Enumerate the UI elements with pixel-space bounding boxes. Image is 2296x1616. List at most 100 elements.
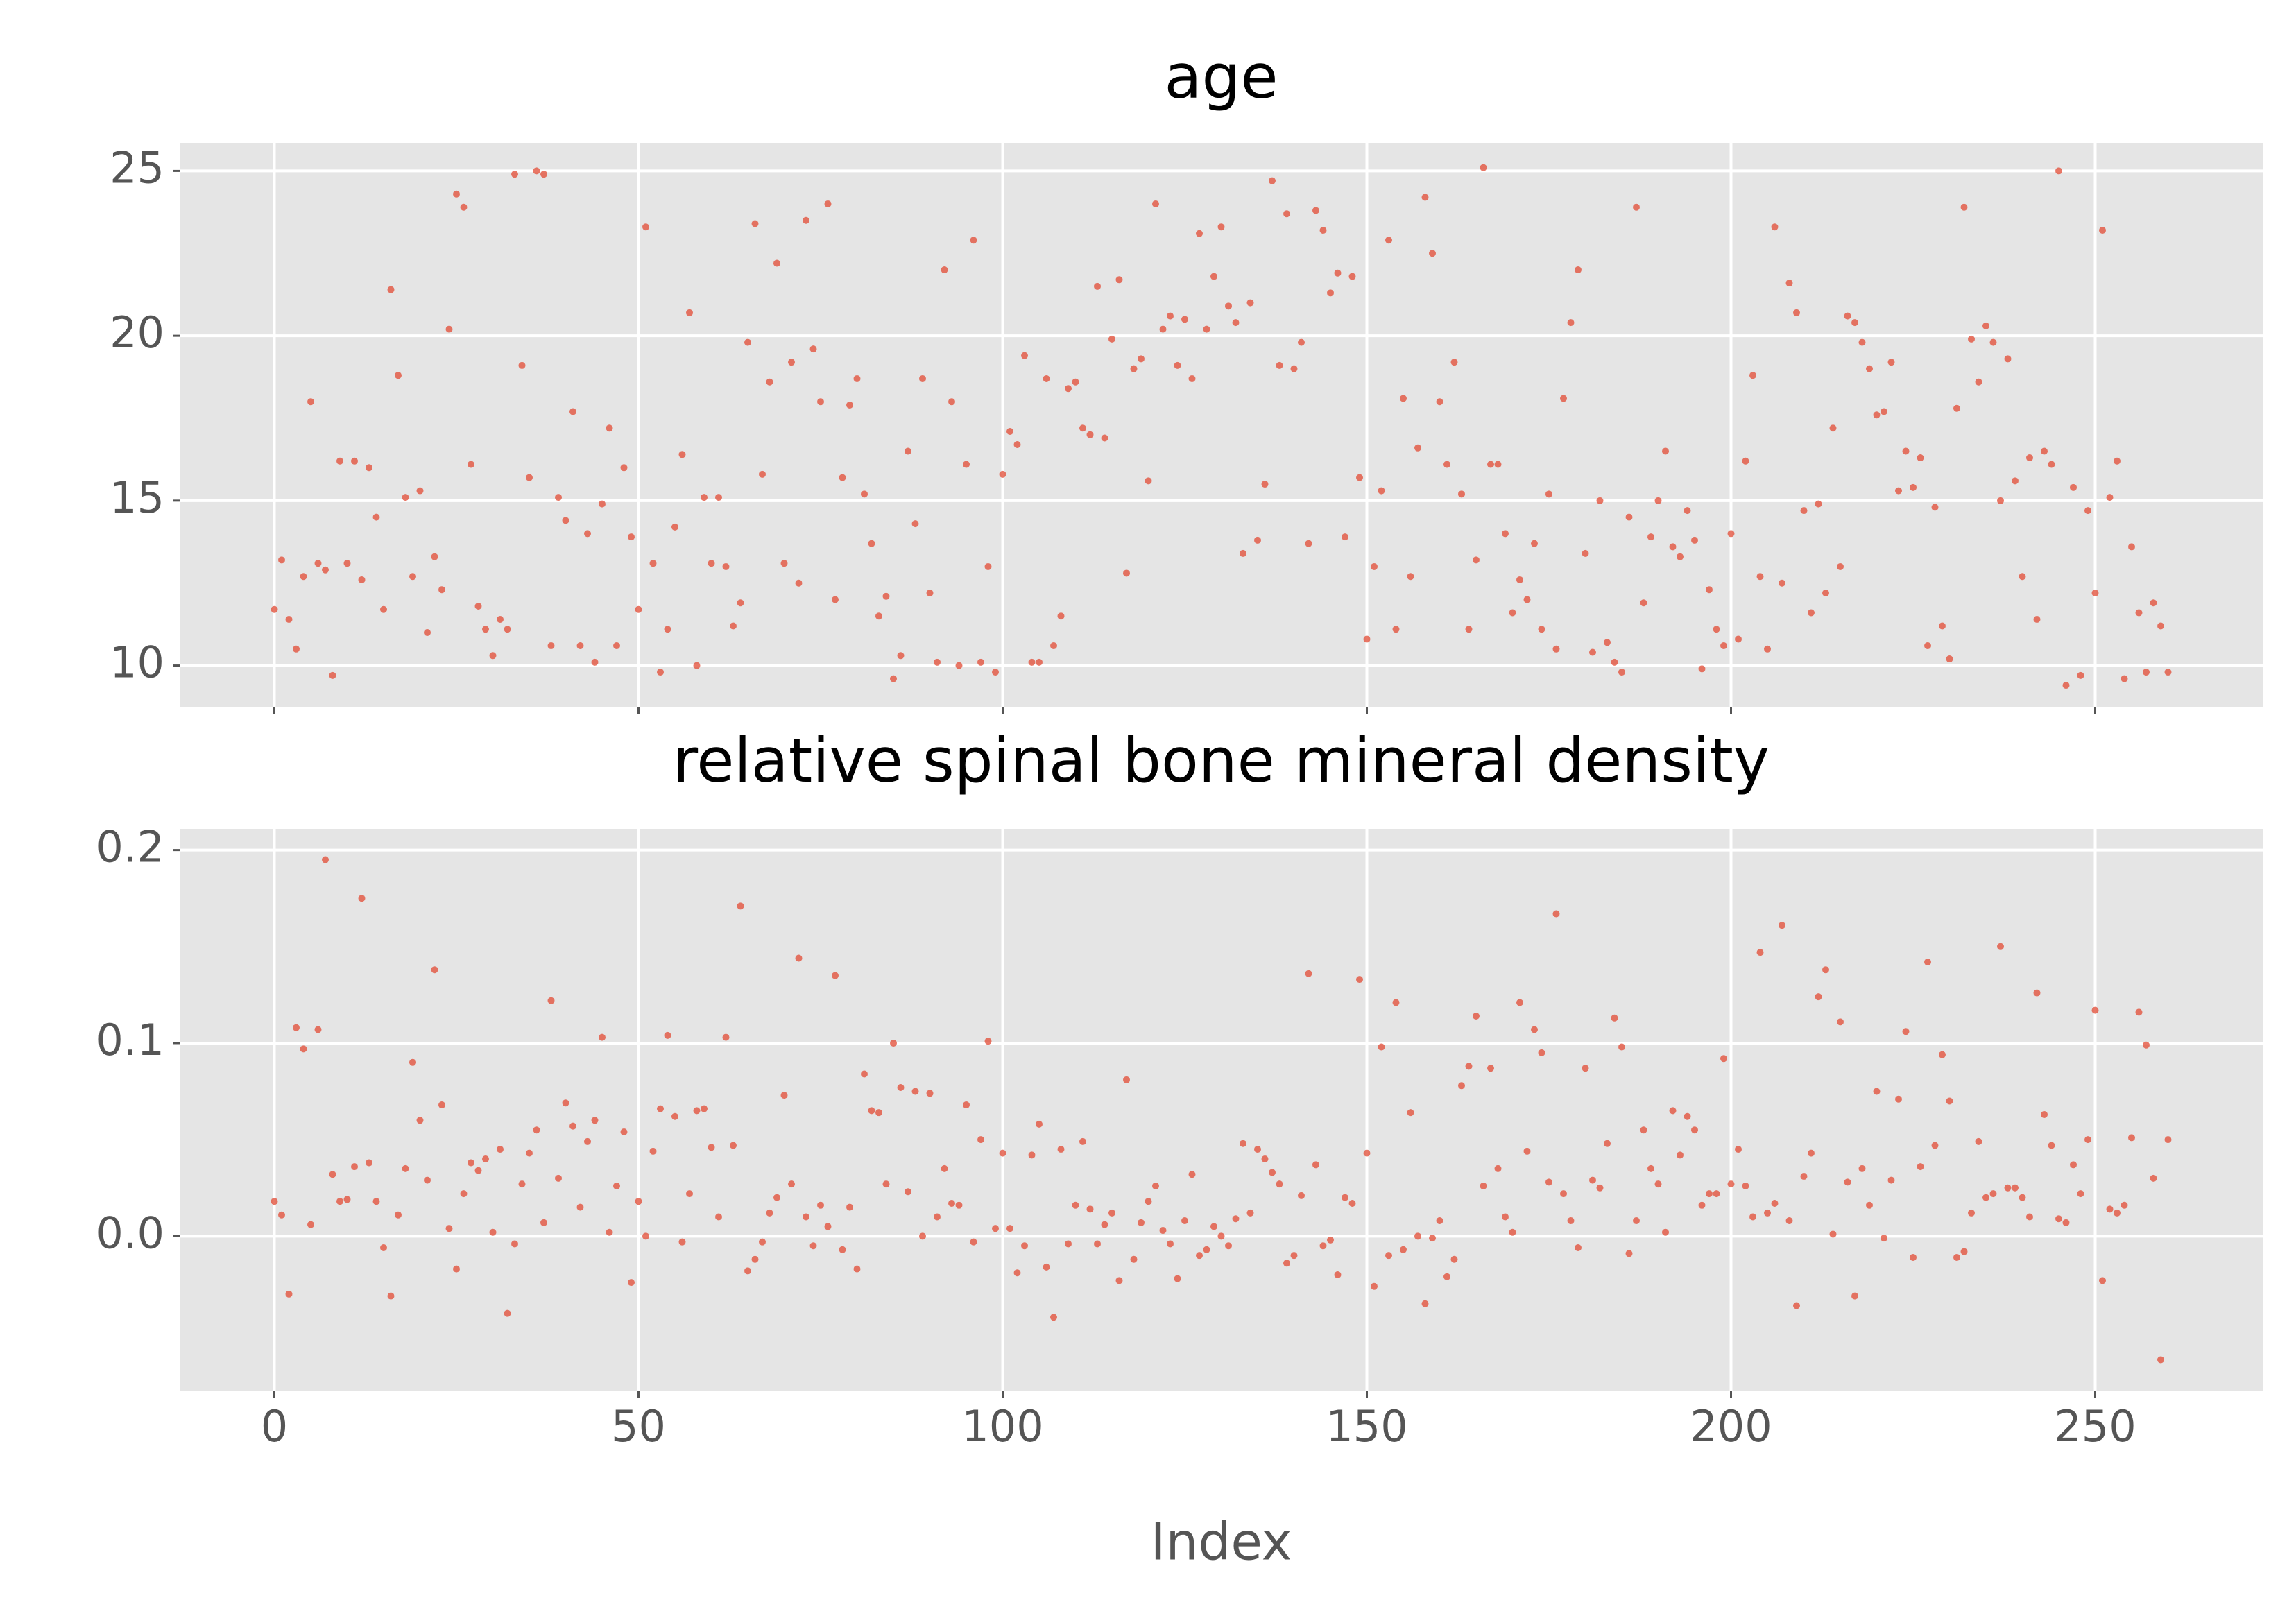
point xyxy=(664,626,671,633)
point xyxy=(2033,616,2041,624)
x-tick-label: 50 xyxy=(611,1401,666,1452)
point xyxy=(1946,1097,1953,1105)
point xyxy=(1785,1217,1793,1225)
point xyxy=(584,1137,591,1145)
point xyxy=(489,652,497,660)
point xyxy=(999,1149,1006,1157)
point xyxy=(1910,1253,1917,1261)
point xyxy=(649,1147,657,1155)
point xyxy=(322,566,329,574)
point xyxy=(1298,1192,1305,1199)
point xyxy=(1443,1273,1450,1280)
point xyxy=(875,1109,882,1117)
point xyxy=(599,1033,606,1041)
point xyxy=(722,562,730,570)
point xyxy=(693,662,701,669)
point xyxy=(693,1107,701,1115)
point xyxy=(882,592,890,600)
point xyxy=(1225,1242,1232,1250)
point xyxy=(300,1045,307,1053)
point xyxy=(293,1024,300,1031)
point xyxy=(1429,1235,1436,1242)
point xyxy=(620,1128,628,1136)
point xyxy=(591,658,599,666)
point xyxy=(1771,223,1779,231)
point xyxy=(1283,1260,1290,1267)
point xyxy=(285,1290,293,1298)
point xyxy=(977,658,984,666)
point xyxy=(1108,1209,1115,1217)
point xyxy=(1494,1164,1502,1172)
point xyxy=(1713,1190,1720,1198)
point xyxy=(1844,1178,1851,1186)
point xyxy=(1902,1028,1910,1035)
x-tick-label: 0 xyxy=(261,1401,288,1452)
point xyxy=(2121,1201,2128,1209)
point xyxy=(1261,1155,1269,1162)
point xyxy=(1684,1112,1691,1120)
point xyxy=(271,1198,278,1205)
point xyxy=(861,490,868,498)
point xyxy=(934,658,941,666)
point xyxy=(1094,282,1101,290)
point xyxy=(1647,533,1654,541)
point xyxy=(861,1070,868,1078)
point xyxy=(715,494,722,501)
point xyxy=(1735,635,1742,643)
point xyxy=(2062,1219,2070,1226)
point xyxy=(1545,490,1552,498)
point xyxy=(1115,1277,1123,1284)
point xyxy=(1458,1082,1465,1090)
point xyxy=(832,596,839,603)
point xyxy=(533,1126,540,1134)
point xyxy=(2143,1041,2150,1049)
point xyxy=(1677,553,1684,560)
point xyxy=(2099,226,2106,234)
point xyxy=(409,1058,416,1066)
point xyxy=(2070,483,2077,491)
point xyxy=(1305,540,1312,547)
point xyxy=(642,223,649,231)
point xyxy=(395,1211,402,1219)
point xyxy=(1727,530,1735,538)
point xyxy=(431,553,438,560)
point xyxy=(1319,226,1327,234)
point xyxy=(569,1122,576,1130)
point xyxy=(1968,1209,1975,1217)
point xyxy=(882,1180,890,1188)
point xyxy=(1385,1252,1392,1260)
y-tick-label: 10 xyxy=(110,637,164,688)
y-tick-label: 15 xyxy=(110,472,164,523)
point xyxy=(1779,579,1785,587)
point xyxy=(1545,1178,1552,1186)
point xyxy=(1822,966,1829,974)
point xyxy=(1829,424,1837,432)
point xyxy=(1633,203,1640,211)
point xyxy=(941,266,948,274)
point xyxy=(2033,989,2041,997)
point xyxy=(1516,576,1523,583)
point xyxy=(555,494,562,501)
point xyxy=(402,1164,409,1172)
point xyxy=(1771,1200,1779,1207)
point xyxy=(1450,359,1458,366)
point xyxy=(1844,312,1851,320)
point xyxy=(766,1209,773,1217)
y-tick-label: 25 xyxy=(110,143,164,194)
point xyxy=(1887,359,1895,366)
point xyxy=(1793,1302,1800,1309)
point xyxy=(2157,622,2164,630)
point xyxy=(1407,573,1414,581)
point xyxy=(584,530,591,538)
point xyxy=(1684,507,1691,515)
point xyxy=(1939,1051,1946,1058)
point xyxy=(2128,1134,2135,1142)
point xyxy=(329,1171,336,1178)
point xyxy=(1400,1246,1407,1253)
point xyxy=(1669,1107,1677,1115)
point xyxy=(504,1309,511,1317)
point xyxy=(1575,266,1582,274)
point xyxy=(1305,970,1312,977)
point xyxy=(2055,1215,2062,1223)
point xyxy=(984,562,992,570)
